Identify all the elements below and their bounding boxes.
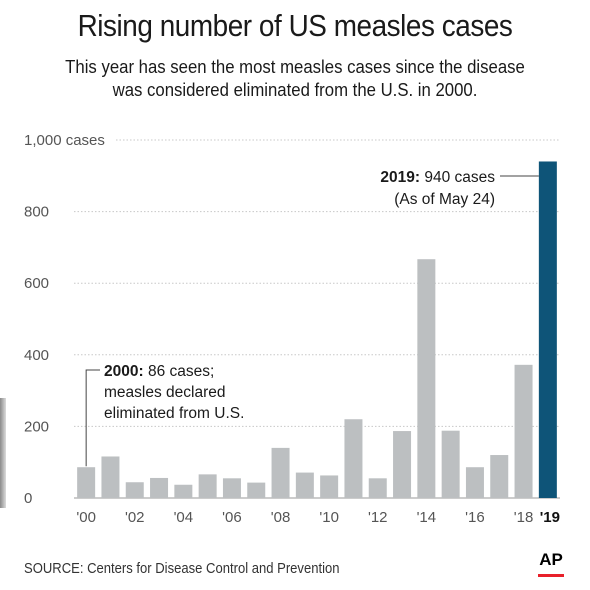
x-tick-label: '02 — [125, 509, 145, 526]
subtitle-line-2: was considered eliminated from the U.S. … — [112, 80, 478, 100]
annotation-2000-line-2: measles declared — [104, 384, 225, 401]
chart-subtitle: This year has seen the most measles case… — [21, 56, 570, 102]
x-tick-label: '19 — [540, 509, 560, 526]
bar-2006 — [222, 478, 241, 498]
x-tick-label: '12 — [368, 509, 388, 526]
chart-title: Rising number of US measles cases — [77, 8, 513, 43]
x-tick-label: '00 — [76, 509, 96, 526]
x-tick-label: '18 — [514, 509, 534, 526]
bar-2003 — [150, 477, 169, 498]
bar-2014 — [417, 259, 436, 498]
bar-2011 — [344, 419, 363, 498]
y-tick-label: 200 — [24, 418, 49, 435]
x-tick-label: '04 — [174, 509, 194, 526]
bar-2017 — [490, 455, 509, 498]
bar-2010 — [320, 475, 339, 498]
annotation-2019-line-1: 2019: 940 cases — [380, 169, 495, 186]
annotation-2000-line-3: eliminated from U.S. — [104, 405, 244, 422]
bar-2018 — [514, 364, 533, 498]
bar-2013 — [393, 431, 412, 498]
bar-2015 — [441, 430, 460, 498]
annotation-2000-leader — [85, 369, 100, 467]
bar-2000 — [77, 467, 96, 498]
annotation-2000-line-1: 2000: 86 cases; — [104, 363, 214, 380]
bar-2012 — [368, 478, 387, 498]
bar-2007 — [247, 482, 266, 498]
bar-2002 — [125, 482, 144, 498]
y-tick-label: 400 — [24, 347, 49, 364]
y-tick-label: 600 — [24, 275, 49, 292]
annotation-2019-year: 2019: — [380, 169, 420, 186]
bar-2008 — [271, 447, 290, 498]
annotations-layer: 2019: 940 cases (As of May 24) 2000: 86 ca… — [85, 169, 539, 467]
ap-logo-underline — [538, 574, 564, 577]
annotation-2000-year: 2000: — [104, 363, 144, 380]
bar-2016 — [465, 467, 484, 498]
bar-chart: 0 200 400 600 800 1,000 cases '00 '02 '04 '06 '08 '… — [24, 132, 560, 526]
x-tick-label: '10 — [319, 509, 339, 526]
annotation-2000-value: 86 cases; — [144, 363, 215, 380]
ticks-layer: 0 200 400 600 800 1,000 cases '00 '02 '04 '06 '08 '… — [24, 132, 560, 526]
x-tick-label: '08 — [271, 509, 291, 526]
bars-layer — [77, 161, 557, 499]
y-tick-label: 1,000 cases — [24, 132, 105, 149]
image-edge-artifact — [0, 398, 6, 508]
y-tick-label: 0 — [24, 490, 32, 507]
bar-2004 — [174, 484, 193, 498]
bar-2019 — [538, 161, 557, 499]
subtitle-line-1: This year has seen the most measles case… — [65, 57, 525, 77]
annotation-2019-line-2: (As of May 24) — [394, 191, 495, 208]
x-tick-label: '06 — [222, 509, 242, 526]
annotation-2019-value: 940 cases — [420, 169, 495, 186]
x-tick-label: '16 — [465, 509, 485, 526]
y-tick-label: 800 — [24, 204, 49, 221]
x-tick-label: '14 — [417, 509, 437, 526]
ap-logo: AP — [539, 550, 563, 569]
bar-2009 — [295, 472, 314, 498]
source-note: SOURCE: Centers for Disease Control and … — [24, 561, 340, 577]
bar-2005 — [198, 474, 217, 498]
bar-2001 — [101, 456, 120, 498]
